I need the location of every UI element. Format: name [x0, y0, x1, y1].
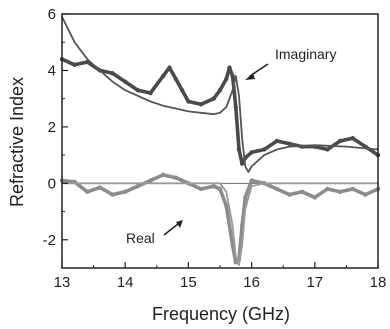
series-0-point	[224, 76, 229, 82]
series-0-point	[173, 76, 178, 82]
series-0-point	[179, 88, 185, 93]
series-2-point	[363, 192, 368, 197]
series-0-point	[337, 138, 343, 144]
series-0-point	[233, 104, 238, 110]
y-axis-title: Refractive Index	[7, 77, 27, 207]
series-2-point	[243, 195, 248, 200]
series-2-point	[97, 185, 103, 190]
series-0-point	[167, 65, 172, 70]
series-1-line	[61, 15, 379, 173]
real-arrow	[163, 223, 179, 236]
y-tick-label: 6	[48, 6, 56, 23]
series-0-point	[274, 138, 280, 144]
series-2-point	[287, 192, 292, 197]
series-0-point	[160, 73, 166, 79]
series-0-point	[230, 73, 235, 79]
series-2-point	[337, 189, 343, 194]
y-tick-label: 2	[48, 119, 56, 136]
series-0-point	[148, 90, 153, 96]
series-0-point	[217, 88, 223, 93]
series-2-point	[198, 186, 204, 192]
series-3-line	[61, 182, 379, 267]
series-2-point	[299, 189, 305, 194]
series-0-point	[198, 102, 204, 107]
x-tick-label: 17	[306, 274, 323, 291]
series-0-point	[135, 88, 141, 93]
y-tick-label: 4	[48, 62, 56, 79]
series-0-point	[325, 147, 330, 152]
series-0-point	[350, 135, 355, 141]
series-2-point	[249, 178, 254, 183]
real-annotation: Real	[126, 230, 155, 246]
x-tick-label: 16	[243, 274, 260, 291]
series-0-point	[110, 71, 115, 76]
series-2-point	[135, 183, 141, 189]
series-0-point	[211, 96, 216, 101]
series-0-point	[123, 79, 128, 84]
series-2-point	[148, 178, 153, 183]
y-tick-label: -2	[43, 232, 56, 249]
series-0-point	[239, 161, 245, 166]
series-2-point	[173, 175, 178, 180]
series-0-point	[262, 147, 267, 152]
x-tick-label: 14	[117, 274, 134, 291]
series-0-point	[249, 150, 254, 155]
series-0-point	[186, 99, 191, 104]
series-0-point	[72, 62, 77, 67]
series-2-point	[110, 192, 115, 197]
series-0-point	[287, 141, 292, 147]
series-2-point	[211, 183, 216, 189]
series-0-line	[60, 57, 380, 166]
x-tick-label: 15	[180, 274, 197, 291]
series-2-point	[217, 186, 223, 192]
series-2-point	[160, 172, 166, 178]
series-2-point	[224, 203, 229, 209]
series-2-point	[85, 189, 90, 194]
series-2-point	[274, 186, 280, 192]
series-2-point	[123, 189, 128, 194]
real-arrowhead	[176, 220, 183, 228]
series-0-point	[227, 65, 232, 70]
imaginary-annotation: Imaginary	[275, 46, 336, 62]
series-2-point	[350, 186, 355, 192]
y-tick-label: 0	[48, 175, 56, 192]
x-axis-title: Frequency (GHz)	[152, 304, 290, 324]
series-0-point	[236, 147, 242, 152]
imaginary-arrowhead	[245, 73, 255, 80]
x-tick-label: 13	[54, 274, 71, 291]
series-2-point	[325, 186, 330, 192]
series-2-point	[312, 195, 317, 200]
x-tick-label: 18	[370, 274, 387, 291]
